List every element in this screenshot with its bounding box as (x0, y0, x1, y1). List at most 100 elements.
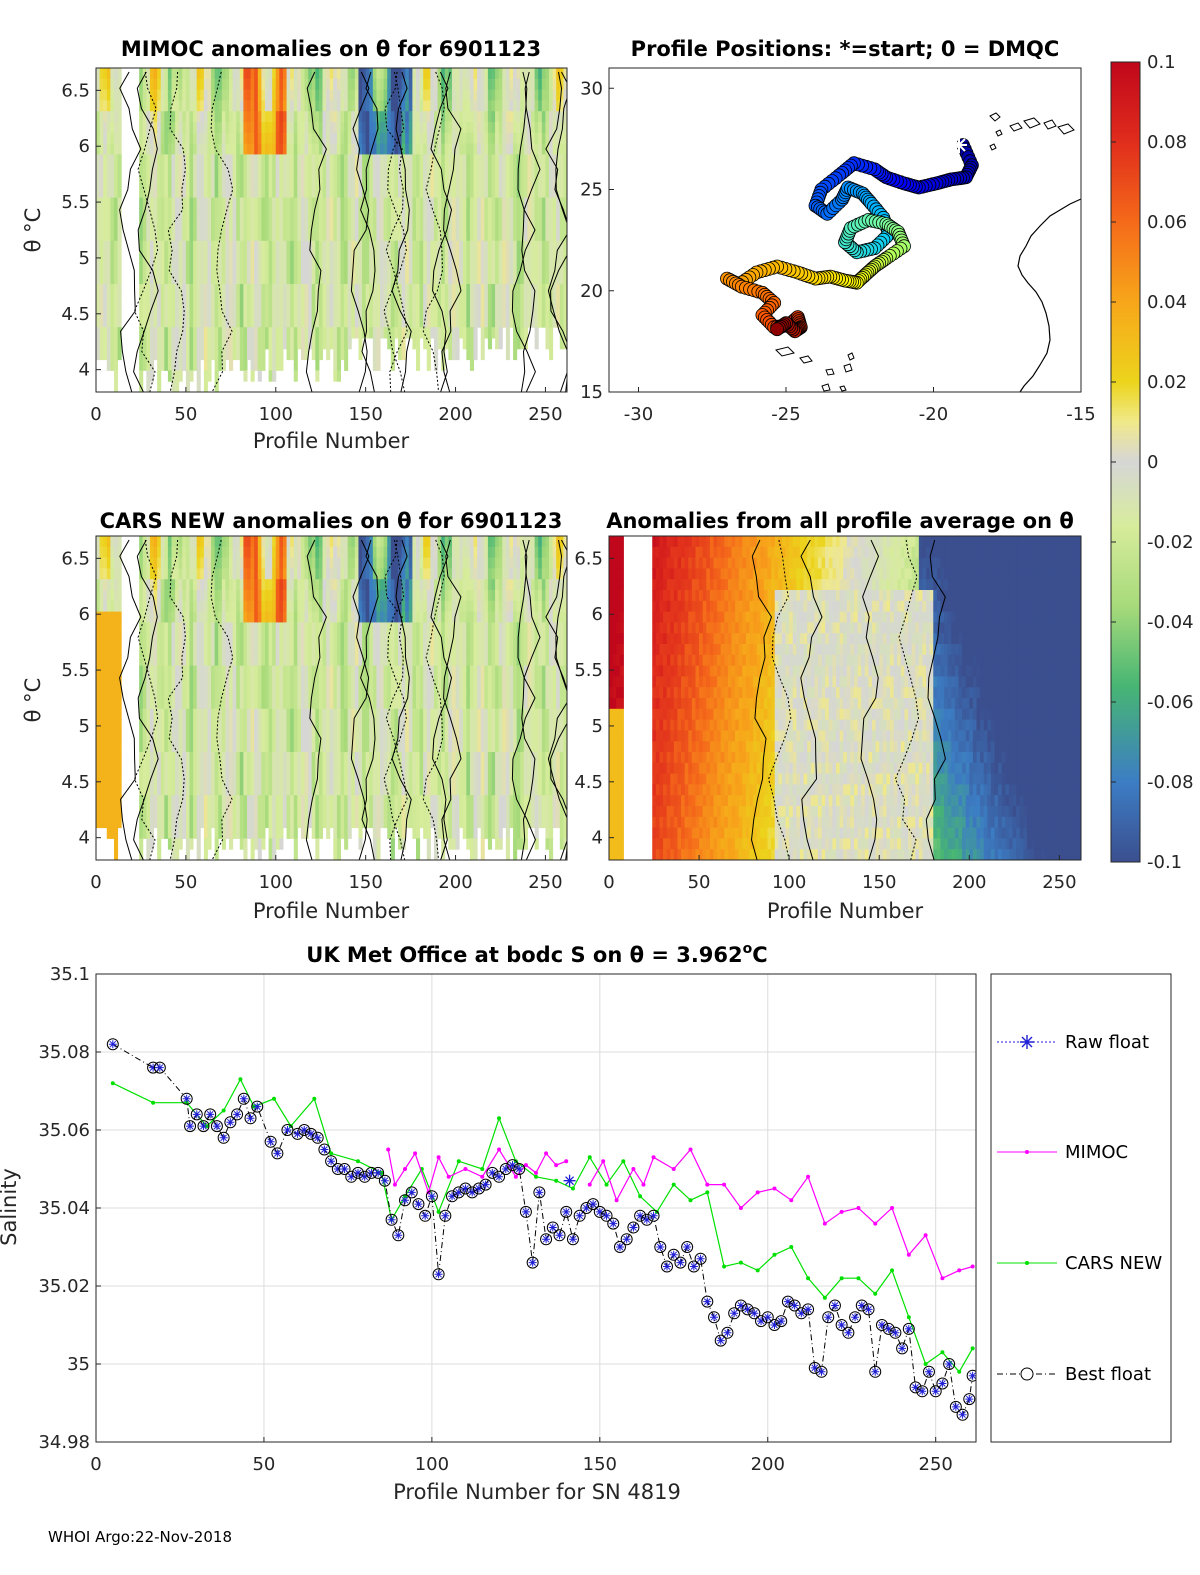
heat-cell (279, 230, 284, 242)
heat-cell (203, 590, 208, 602)
heat-cell (99, 557, 104, 569)
heat-cell (491, 154, 496, 166)
heat-cell (498, 78, 503, 91)
heat-cell (182, 348, 187, 361)
heat-cell (149, 111, 155, 123)
heat-cell (304, 251, 309, 263)
heat-cell (193, 122, 198, 134)
heat-cell (153, 590, 158, 602)
heat-cell (538, 219, 543, 231)
heat-cell (315, 230, 320, 242)
heat-cell (193, 719, 198, 731)
heat-cell (139, 708, 144, 721)
heat-cell (236, 611, 241, 623)
heat-cell (354, 176, 359, 188)
heat-cell (203, 600, 208, 613)
heat-cell (380, 186, 385, 199)
heat-cell (254, 176, 259, 188)
heat-cell (247, 111, 252, 123)
heat-cell (365, 262, 370, 274)
heat-cell (509, 251, 514, 263)
heat-cell (415, 143, 421, 155)
heat-cell (469, 78, 475, 91)
heat-cell (477, 186, 482, 199)
heat-cell (218, 795, 223, 807)
heat-cell (157, 165, 162, 177)
heat-cell (113, 240, 119, 253)
heat-cell (279, 219, 284, 231)
heat-cell (153, 68, 158, 80)
heat-cell (469, 197, 475, 209)
heat-cell (236, 827, 241, 839)
heat-cell (473, 251, 478, 263)
heat-cell (549, 143, 554, 155)
heat-cell (225, 316, 230, 328)
heat-cell (189, 305, 194, 317)
heat-cell (96, 154, 101, 166)
heat-cell (106, 219, 111, 231)
heat-cell (175, 579, 180, 591)
heat-cell (502, 273, 507, 285)
heat-cell (261, 762, 266, 775)
heat-cell (193, 665, 198, 677)
heat-cell (433, 230, 439, 242)
heat-cell (250, 197, 255, 209)
heat-cell (110, 633, 115, 645)
heat-cell (351, 219, 356, 231)
heat-cell (484, 208, 489, 220)
heat-cell (171, 143, 176, 155)
heat-cell (160, 611, 165, 623)
heat-cell (279, 111, 284, 123)
heat-cell (531, 165, 536, 177)
heat-cell (146, 784, 151, 796)
heat-cell (250, 100, 255, 112)
heat-cell (103, 348, 108, 361)
heat-cell (178, 536, 183, 548)
heat-cell (203, 557, 208, 569)
heat-cell (200, 719, 205, 731)
heat-cell (239, 294, 244, 307)
heat-cell (254, 122, 259, 134)
heat-cell (401, 230, 406, 242)
heat-cell (293, 240, 298, 253)
heat-cell (275, 143, 280, 155)
heat-cell (380, 176, 385, 188)
heat-cell (247, 78, 252, 91)
heat-cell (232, 338, 237, 350)
heat-cell (139, 784, 144, 796)
heat-cell (398, 78, 403, 91)
heat-cell (110, 568, 115, 580)
heat-cell (171, 536, 176, 548)
heat-cell (232, 644, 237, 656)
heat-cell (308, 89, 313, 101)
heat-cell (225, 827, 230, 839)
heat-cell (516, 338, 521, 350)
heat-cell (214, 89, 219, 101)
heat-cell (563, 111, 567, 123)
heat-cell (146, 644, 151, 656)
heat-cell (214, 78, 219, 91)
coastline (775, 112, 1082, 393)
heat-cell (185, 600, 190, 613)
heat-cell (106, 240, 111, 253)
heat-cell (257, 294, 262, 307)
heat-cell (149, 644, 155, 656)
heat-cell (203, 698, 208, 710)
heat-cell (171, 611, 176, 623)
heat-cell (96, 654, 101, 667)
heat-cell (139, 654, 144, 667)
heat-cell (113, 176, 119, 188)
heat-cell (516, 219, 521, 231)
heat-cell (516, 273, 521, 285)
heat-cell (415, 154, 421, 166)
heat-cell (257, 557, 262, 569)
heat-cell (99, 186, 104, 199)
heat-cell (193, 100, 198, 112)
heat-cell (110, 338, 115, 350)
heat-cell (189, 773, 194, 785)
heat-cell (164, 622, 169, 634)
heat-cell (207, 773, 212, 785)
heat-cell (282, 143, 288, 155)
heat-cell (117, 122, 122, 134)
heat-cell (398, 230, 403, 242)
